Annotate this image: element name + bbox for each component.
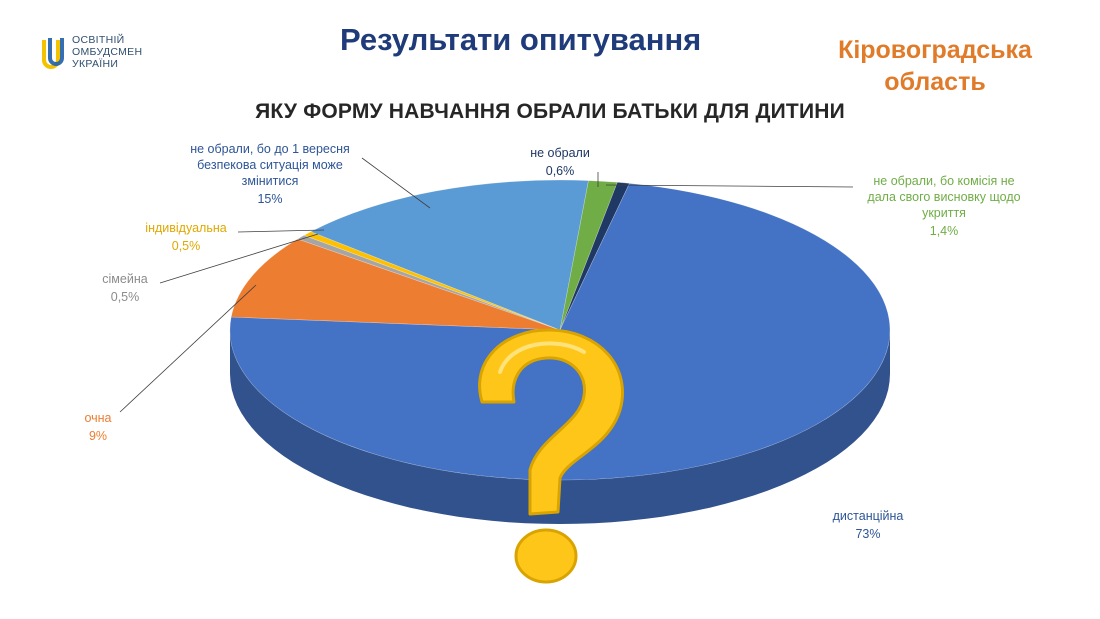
pie-slice-side-1 [230,330,890,524]
slice-value-3: 0,5% [111,290,140,304]
slice-value-5: 15% [257,192,282,206]
slice-label-5-line-0: не обрали, бо до 1 вересня [190,142,350,156]
leader-line-3 [159,233,319,284]
slice-label-5-line-1: безпекова ситуація може [197,158,343,172]
page-title: Результати опитування [340,22,702,57]
pie-slice-3 [296,234,561,331]
logo-line-1: ОСВІТНІЙ [72,34,125,46]
leader-line-6 [605,184,854,188]
question-mark-icon [478,328,624,584]
logo: ОСВІТНІЙ ОМБУДСМЕН УКРАЇНИ [40,34,180,78]
logo-line-2: ОМБУДСМЕН [72,46,143,58]
region-title: Кіровоградська область [820,34,1050,98]
leader-line-5 [361,157,431,209]
region-line-1: Кіровоградська [838,36,1032,64]
slice-value-6: 1,4% [930,224,959,238]
logo-text: ОСВІТНІЙ ОМБУДСМЕН УКРАЇНИ [72,34,142,70]
slice-value-4: 0,5% [172,239,201,253]
logo-line-3: УКРАЇНИ [72,58,119,70]
slice-label-4-line-0: індивідуальна [145,221,226,235]
slice-value-1: 73% [855,527,880,541]
slice-label-5-line-2: змінитися [242,174,299,188]
pie-slice-5 [310,179,589,331]
slice-label-3-line-0: сімейна [102,272,147,286]
slice-label-6-line-1: дала свого висновку щодо [867,190,1020,204]
region-line-2: область [884,68,986,96]
leader-line-4 [237,229,325,233]
leader-line-2 [119,284,257,413]
pie-slice-2 [230,238,561,331]
slice-label-2-line-0: очна [84,411,111,425]
ombudsman-logo-icon [42,38,64,69]
chart-title: ЯКУ ФОРМУ НАВЧАННЯ ОБРАЛИ БАТЬКИ ДЛЯ ДИТ… [255,100,845,123]
slice-label-1-line-0: дистанційна [833,509,904,523]
slice-label-6-line-0: не обрали, бо комісія не [873,174,1014,188]
slice-value-2: 9% [89,429,107,443]
pie-slice-4 [303,231,561,331]
slice-value-0: 0,6% [546,164,575,178]
pie-slice-6 [559,180,618,331]
slice-label-0-line-0: не обрали [530,146,590,160]
pie-slice-0 [559,181,630,331]
slice-label-6-line-2: укриття [922,206,966,220]
